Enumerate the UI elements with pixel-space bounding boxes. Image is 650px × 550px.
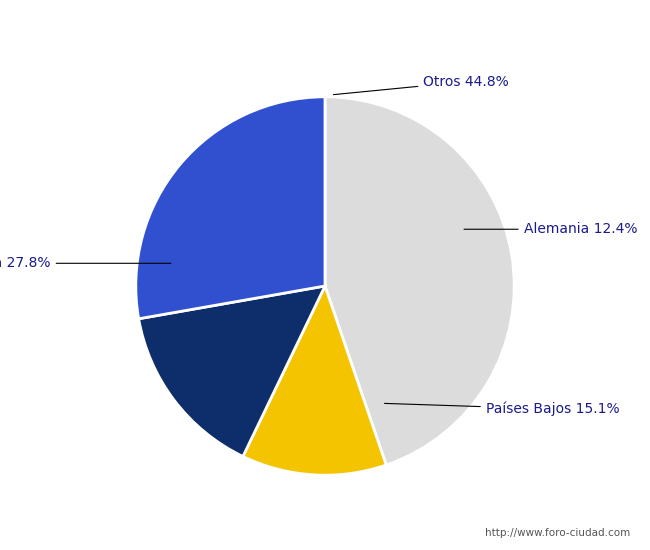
Text: Alemania 12.4%: Alemania 12.4% — [464, 222, 637, 236]
Wedge shape — [136, 97, 325, 319]
Wedge shape — [325, 97, 514, 465]
Text: Castilblanco de los Arroyos - Turistas extranjeros según país - Abril de 2024: Castilblanco de los Arroyos - Turistas e… — [47, 16, 603, 33]
Text: Francia 27.8%: Francia 27.8% — [0, 256, 171, 270]
Text: http://www.foro-ciudad.com: http://www.foro-ciudad.com — [486, 528, 630, 538]
Text: Países Bajos 15.1%: Países Bajos 15.1% — [385, 402, 619, 416]
Wedge shape — [243, 286, 386, 475]
Text: Otros 44.8%: Otros 44.8% — [333, 75, 509, 95]
Wedge shape — [138, 286, 325, 456]
